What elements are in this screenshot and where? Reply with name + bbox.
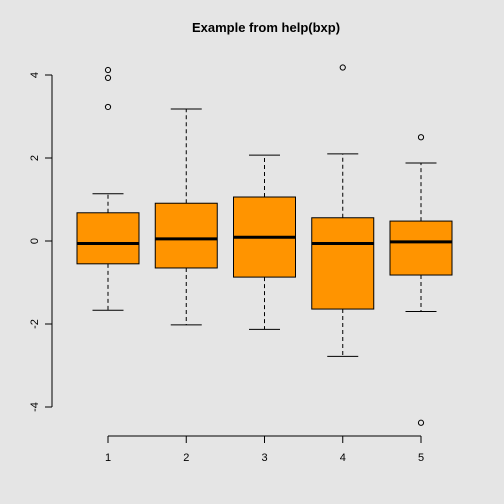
- y-tick-label: -4: [29, 402, 41, 412]
- box-group-5: [389, 134, 453, 426]
- y-tick-label: -2: [29, 319, 41, 329]
- y-tick-label: 4: [29, 72, 41, 78]
- y-axis: -4 -2 0 2 4: [29, 72, 53, 412]
- box-group-2: [154, 108, 218, 326]
- x-tick-label: 2: [183, 452, 189, 464]
- outlier-point: [104, 66, 112, 74]
- boxes-group: [76, 64, 453, 426]
- outlier-point: [417, 419, 425, 426]
- chart-title: Example from help(bxp): [192, 20, 340, 35]
- box-iqr: [76, 212, 140, 265]
- y-tick-label: 2: [29, 155, 41, 161]
- outlier-point: [417, 134, 425, 141]
- outlier-point: [339, 64, 346, 71]
- outlier-point: [104, 103, 112, 111]
- box-group-1: [76, 66, 140, 311]
- box-iqr: [311, 217, 375, 310]
- x-tick-label: 1: [105, 452, 111, 464]
- x-tick-label: 3: [261, 452, 267, 464]
- y-tick-label: 0: [29, 238, 41, 244]
- x-tick-label: 5: [418, 452, 424, 464]
- x-axis: 1 2 3 4 5: [105, 435, 424, 464]
- x-tick-label: 4: [340, 452, 346, 464]
- box-iqr: [154, 202, 218, 269]
- box-group-4: [311, 64, 375, 357]
- box-iqr: [389, 220, 453, 276]
- outlier-point: [104, 74, 112, 82]
- box-group-3: [233, 154, 296, 330]
